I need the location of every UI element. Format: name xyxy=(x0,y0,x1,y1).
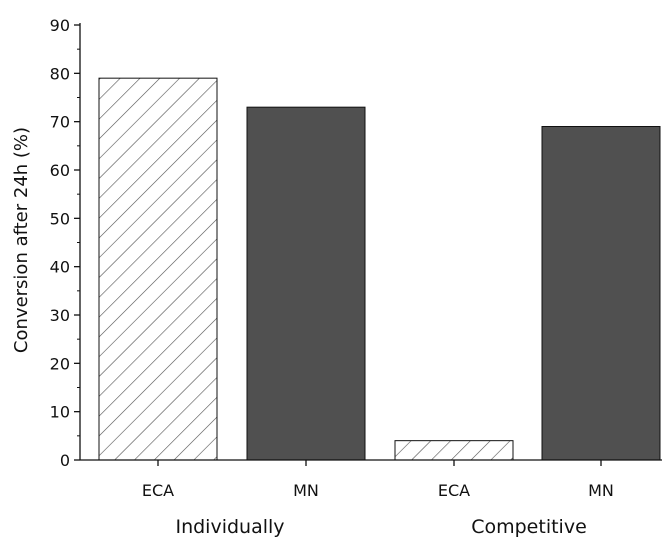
x-group-label: Individually xyxy=(175,516,284,538)
y-tick-label: 80 xyxy=(50,64,70,83)
x-category-label: ECA xyxy=(438,481,470,500)
bar-eca-3 xyxy=(394,440,514,461)
labels-layer: 0 10 20 30 40 50 60 70 80 90 ECA MN ECA MN Individuall… xyxy=(50,16,614,538)
y-tick-label: 60 xyxy=(50,161,70,180)
y-tick-label: 40 xyxy=(50,258,70,277)
bar-eca-1 xyxy=(98,77,218,461)
y-tick-label: 30 xyxy=(50,306,70,325)
y-tick-label: 50 xyxy=(50,209,70,228)
x-category-label: ECA xyxy=(142,481,174,500)
axes-layer xyxy=(74,23,662,466)
x-category-label: MN xyxy=(293,481,319,500)
y-tick-label: 70 xyxy=(50,113,70,132)
y-axis-title: Conversion after 24h (%) xyxy=(11,127,32,353)
y-tick-label: 20 xyxy=(50,354,70,373)
bar-mn-2 xyxy=(246,106,366,461)
y-tick-label: 0 xyxy=(60,451,70,470)
y-tick-label: 10 xyxy=(50,403,70,422)
bar-mn-4 xyxy=(541,126,661,461)
bars-layer xyxy=(98,77,661,461)
x-category-label: MN xyxy=(588,481,614,500)
y-tick-label: 90 xyxy=(50,16,70,35)
x-group-label: Competitive xyxy=(471,516,587,538)
